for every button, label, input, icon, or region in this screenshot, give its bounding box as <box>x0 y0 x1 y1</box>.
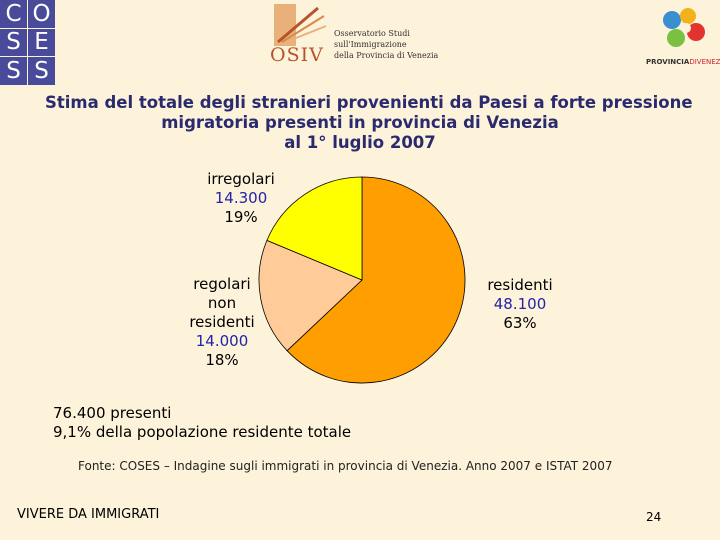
slice-label-text: non <box>207 294 237 312</box>
chart-title-line-1: Stima del totale degli stranieri proveni… <box>45 93 693 112</box>
provincia-text: PROVINCIADIVENEZIA <box>646 58 720 66</box>
summary-share: 9,1% della popolazione residente totale <box>53 423 352 441</box>
chart-title-line-2: migratoria presenti in provincia di Vene… <box>161 113 559 132</box>
slice-label-text: irregolari <box>207 170 275 188</box>
coses-letter: S <box>28 57 56 86</box>
coses-letter: C <box>0 0 28 29</box>
osiv-desc-line: della Provincia di Venezia <box>334 51 439 60</box>
pie-slice-irregolari <box>266 176 363 281</box>
footer-title: VIVERE DA IMMIGRATI <box>17 507 160 522</box>
osiv-desc-line: sull'Immigrazione <box>334 40 407 49</box>
pie-slice-residenti <box>286 176 466 384</box>
provincia-text-a: PROVINCIA <box>646 58 690 66</box>
slice-percent: 18% <box>205 351 239 369</box>
summary-total: 76.400 presenti <box>53 404 172 422</box>
slice-label-regolari-non-residenti: regolari non residenti 14.000 18% <box>177 275 267 370</box>
slice-label-text: residenti <box>487 276 553 294</box>
chart-title-line-3: al 1° luglio 2007 <box>284 133 436 152</box>
provincia-logo: PROVINCIADIVENEZIA <box>646 2 720 72</box>
provincia-text-b: DIVENEZIA <box>689 58 720 66</box>
slice-value: 14.300 <box>214 189 268 207</box>
osiv-description: Osservatorio Studi sull'Immigrazione del… <box>334 28 438 61</box>
coses-logo: C O S E S S <box>0 0 56 86</box>
slice-label-text: regolari <box>193 275 251 293</box>
slice-percent: 63% <box>503 314 537 332</box>
coses-letter: O <box>28 0 56 29</box>
osiv-desc-line: Osservatorio Studi <box>334 29 410 38</box>
osiv-wordmark: OSIV <box>270 44 324 66</box>
osiv-emblem-icon <box>274 4 327 46</box>
slice-value: 14.000 <box>195 332 249 350</box>
summary: 76.400 presenti 9,1% della popolazione r… <box>53 404 351 442</box>
slice-value: 48.100 <box>493 295 547 313</box>
slice-label-irregolari: irregolari 14.300 19% <box>194 170 288 227</box>
slice-label-text: residenti <box>189 313 255 331</box>
provincia-emblem-icon <box>663 8 705 47</box>
coses-letter: S <box>0 28 28 58</box>
source-note: Fonte: COSES – Indagine sugli immigrati … <box>78 459 613 473</box>
page-number: 24 <box>646 510 662 524</box>
coses-letter: S <box>0 57 28 86</box>
pie-slice-regolari-non-residenti <box>258 239 363 352</box>
osiv-logo: OSIV Osservatorio Studi sull'Immigrazion… <box>262 2 442 68</box>
slice-percent: 19% <box>224 208 258 226</box>
slice-label-residenti: residenti 48.100 63% <box>470 276 570 333</box>
coses-letter: E <box>28 28 56 58</box>
